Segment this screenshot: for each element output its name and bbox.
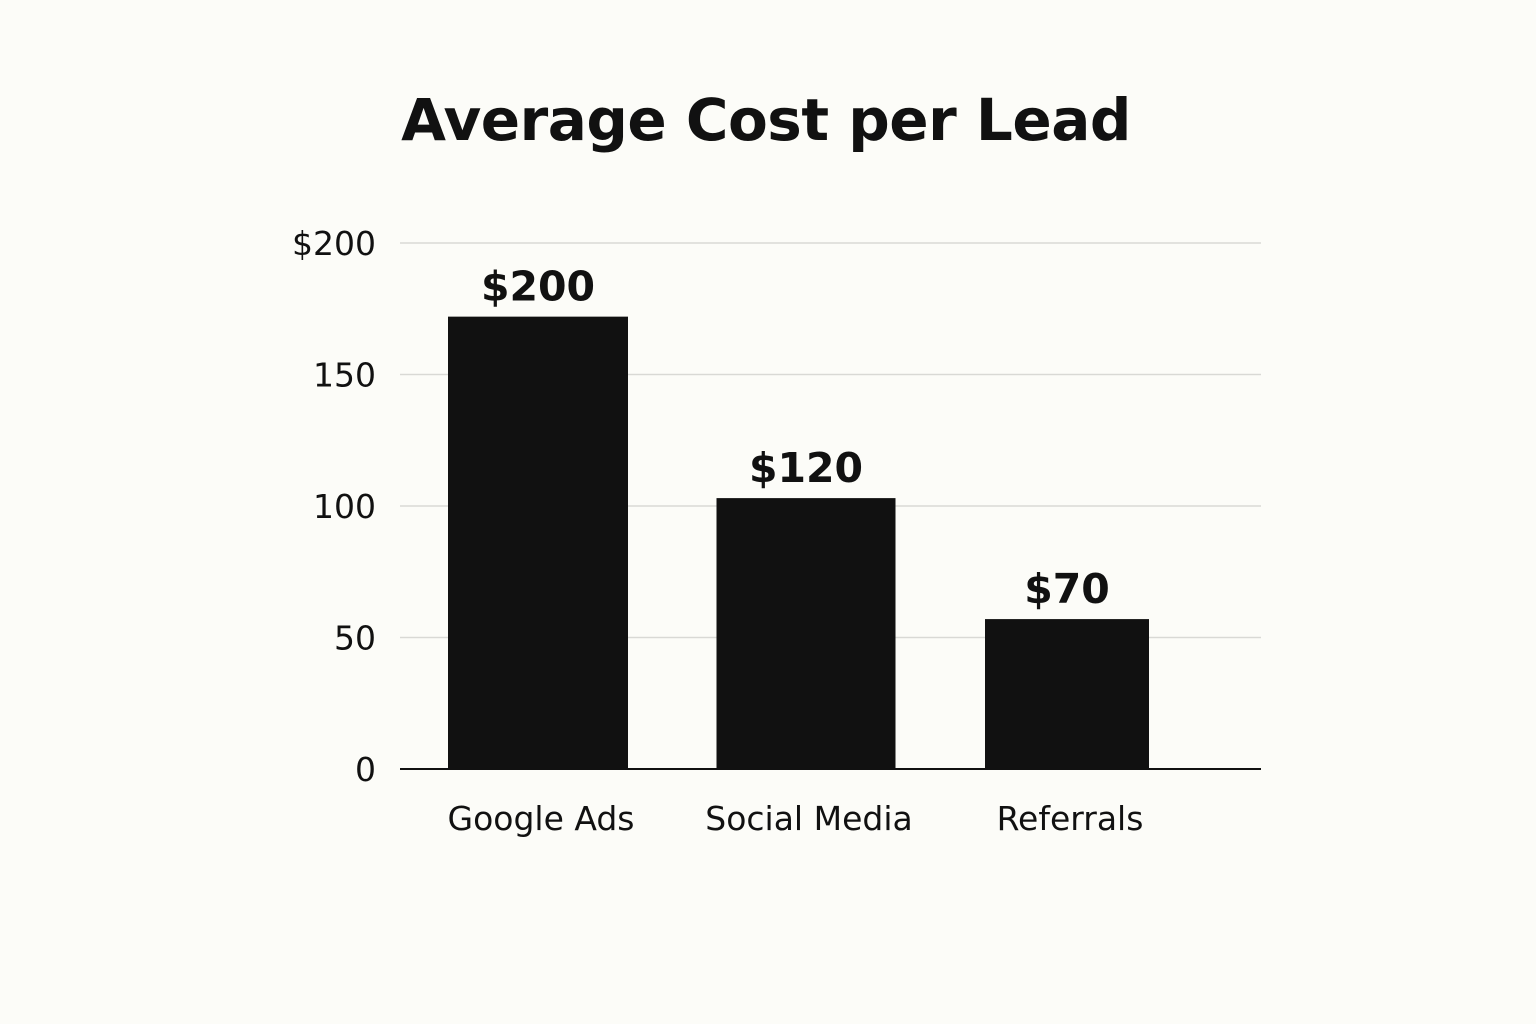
- bar: [985, 619, 1149, 769]
- bar: [448, 316, 628, 769]
- category-label: Google Ads: [448, 799, 635, 838]
- y-tick-label: 150: [313, 356, 376, 395]
- data-labels: $200 $120 $70: [481, 263, 1110, 613]
- y-tick-label: 50: [334, 619, 376, 658]
- category-label: Social Media: [705, 799, 912, 838]
- bar-value-label: $200: [481, 263, 595, 311]
- bar-value-label: $70: [1024, 565, 1110, 613]
- bar: [716, 498, 896, 769]
- chart-title: Average Cost per Lead: [401, 86, 1131, 154]
- y-tick-label: 0: [355, 750, 376, 789]
- y-tick-label: $200: [292, 224, 376, 263]
- y-axis-ticks: 0 50 100 150 $200: [292, 224, 376, 789]
- bar-value-label: $120: [749, 444, 863, 492]
- bars: [448, 316, 1149, 769]
- y-tick-label: 100: [313, 487, 376, 526]
- category-label: Referrals: [997, 799, 1144, 838]
- category-labels: Google Ads Social Media Referrals: [448, 799, 1144, 838]
